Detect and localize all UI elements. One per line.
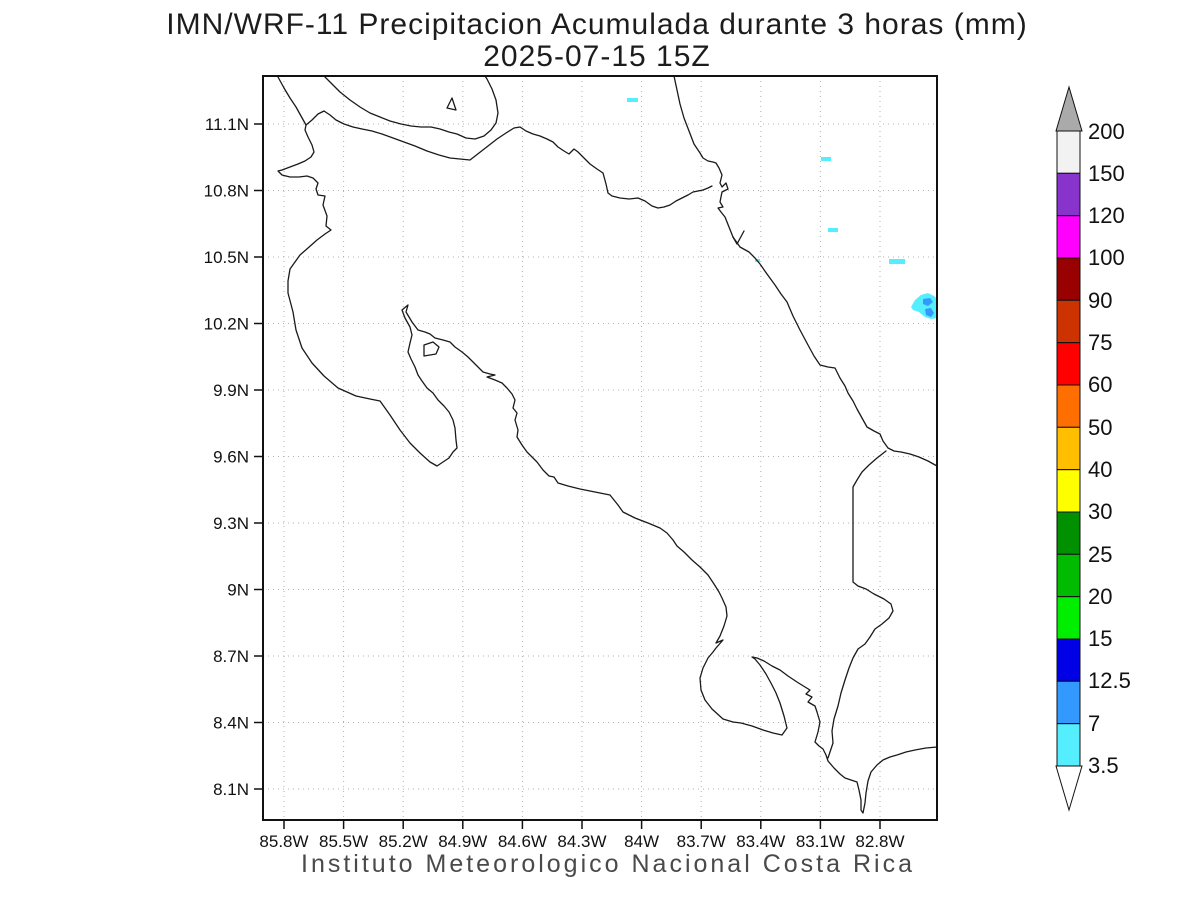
colorbar-label: 12.5 [1088, 668, 1131, 693]
colorbar-label: 3.5 [1088, 753, 1119, 778]
colorbar-band [1056, 553, 1081, 598]
colorbar-band [1056, 426, 1081, 471]
lat-label: 8.1N [213, 780, 249, 799]
colorbar-label: 20 [1088, 584, 1112, 609]
colorbar-label: 15 [1088, 626, 1112, 651]
lon-label: 83.1W [796, 832, 845, 851]
colorbar-band [1056, 257, 1081, 301]
colorbar: 200 150 120 100 90 75 60 50 40 30 25 20 … [1055, 85, 1131, 812]
colorbar-label: 25 [1088, 542, 1112, 567]
colorbar-band [1056, 299, 1081, 344]
lat-label: 10.2N [204, 315, 249, 334]
precip-cell [889, 259, 905, 264]
chira-island [423, 341, 440, 357]
colorbar-under-arrow [1055, 765, 1083, 812]
lat-axis-labels: 11.1N 10.8N 10.5N 10.2N 9.9N 9.6N 9.3N 9… [204, 115, 249, 799]
lat-label: 9.6N [213, 448, 249, 467]
lat-label: 9.9N [213, 381, 249, 400]
lon-label: 85.8W [259, 832, 308, 851]
colorbar-label: 7 [1088, 711, 1100, 736]
lon-label: 84.3W [557, 832, 606, 851]
colorbar-label: 100 [1088, 245, 1125, 270]
axis-ticks [254, 123, 881, 829]
lon-label: 85.2W [379, 832, 428, 851]
colorbar-label: 90 [1088, 288, 1112, 313]
colorbar-label: 75 [1088, 330, 1112, 355]
lat-label: 9N [227, 581, 249, 600]
ometepe-island [446, 97, 457, 111]
colorbar-band [1056, 638, 1081, 682]
colorbar-band [1056, 596, 1081, 640]
precip-cell [828, 228, 838, 232]
colorbar-band [1056, 680, 1081, 725]
lat-label: 11.1N [205, 115, 249, 134]
chart-title-line2: 2025-07-15 15Z [483, 40, 711, 73]
colorbar-band [1056, 723, 1081, 767]
colorbar-label: 40 [1088, 457, 1112, 482]
precip-cell [821, 157, 831, 161]
lon-label: 85.5W [319, 832, 368, 851]
lon-label: 84.6W [498, 832, 547, 851]
colorbar-label: 60 [1088, 372, 1112, 397]
colorbar-label: 200 [1088, 119, 1125, 144]
colorbar-label: 30 [1088, 499, 1112, 524]
chart-title-line1: IMN/WRF-11 Precipitacion Acumulada duran… [166, 8, 1027, 41]
colorbar-labels: 200 150 120 100 90 75 60 50 40 30 25 20 … [1088, 119, 1131, 778]
precip-cell-core [923, 298, 933, 306]
lat-label: 10.5N [204, 248, 249, 267]
colorbar-band [1056, 469, 1081, 513]
lat-label: 8.7N [213, 647, 249, 666]
colorbar-band [1056, 172, 1081, 217]
lake-nicaragua-shore [324, 75, 499, 140]
caribbean-coastline [673, 75, 745, 245]
lon-label: 83.7W [677, 832, 726, 851]
pacific-coastline [277, 76, 938, 814]
grid-lines [263, 76, 937, 820]
lon-label: 84W [624, 832, 659, 851]
caribbean-coastline-south [732, 236, 938, 467]
nicaragua-border [305, 110, 713, 209]
lat-label: 9.3N [213, 514, 249, 533]
colorbar-label: 50 [1088, 415, 1112, 440]
colorbar-label: 120 [1088, 203, 1125, 228]
precip-cell-large [911, 293, 937, 319]
plot-frame [262, 75, 938, 821]
lat-label: 10.8N [204, 182, 249, 201]
lon-label: 83.4W [736, 832, 785, 851]
precip-cell [627, 98, 638, 102]
colorbar-label: 150 [1088, 161, 1125, 186]
panama-border [827, 450, 894, 759]
footer-attribution: Instituto Meteorologico Nacional Costa R… [301, 850, 915, 878]
colorbar-band [1056, 342, 1081, 386]
colorbar-over-arrow [1055, 85, 1083, 132]
colorbar-band [1056, 130, 1081, 174]
lon-label: 82.8W [855, 832, 904, 851]
lon-axis-labels: 85.8W 85.5W 85.2W 84.9W 84.6W 84.3W 84W … [259, 832, 904, 851]
map-outlines [277, 75, 938, 814]
lat-label: 8.4N [213, 714, 249, 733]
lon-label: 84.9W [438, 832, 487, 851]
precipitation-cells [627, 98, 937, 319]
colorbar-band [1056, 384, 1081, 428]
colorbar-band [1056, 215, 1081, 259]
precip-cell-core [925, 308, 934, 317]
colorbar-band [1056, 511, 1081, 555]
